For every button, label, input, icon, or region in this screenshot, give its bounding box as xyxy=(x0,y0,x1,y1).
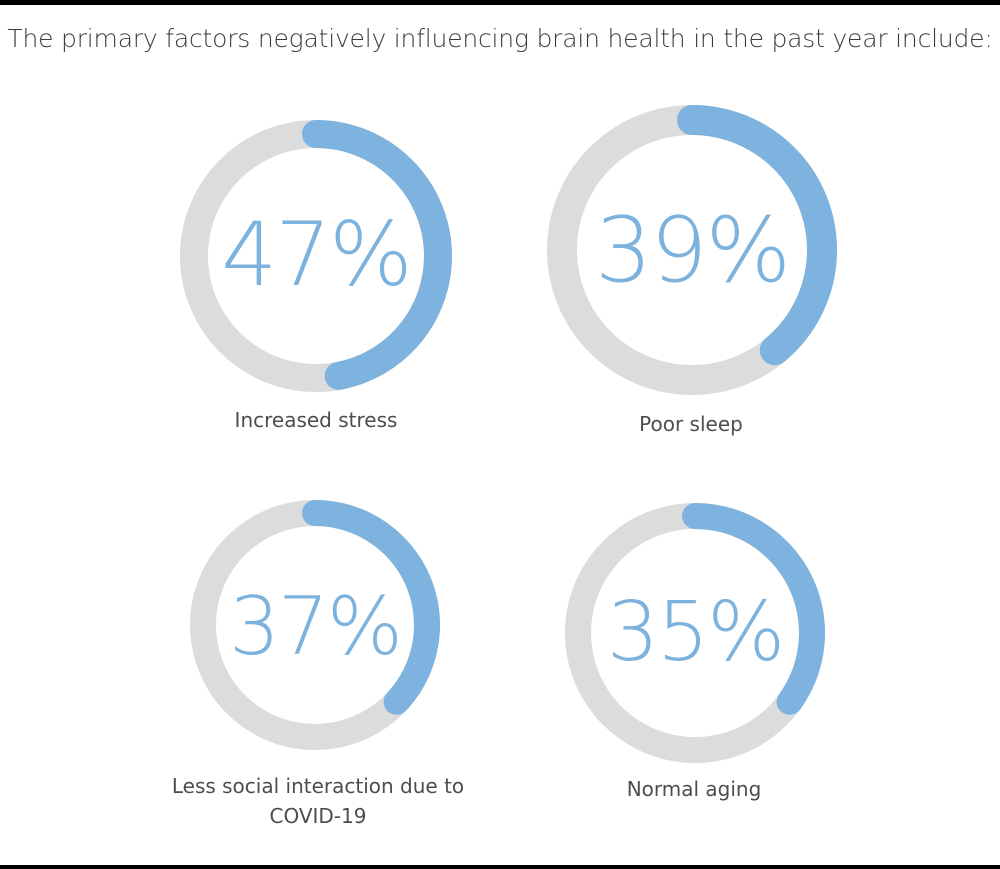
percent-value: 35% xyxy=(606,585,785,680)
ring-label: Normal aging xyxy=(626,777,762,801)
donut-gauge-icon xyxy=(565,503,825,763)
ring-normal-aging: 35% xyxy=(565,503,825,763)
donut-gauge-icon xyxy=(180,120,452,392)
percent-value: 39% xyxy=(594,198,791,303)
ring-label: Increased stress xyxy=(234,408,398,432)
bottom-border xyxy=(0,865,1000,869)
percent-value: 47% xyxy=(221,203,413,306)
percent-value: 37% xyxy=(229,580,403,673)
page-title: The primary factors negatively influenci… xyxy=(7,24,993,53)
ring-less-social-interaction: 37% xyxy=(190,500,440,750)
ring-label: Poor sleep xyxy=(639,412,743,436)
ring-increased-stress: 47% xyxy=(180,120,452,392)
donut-gauge-icon xyxy=(190,500,440,750)
top-border xyxy=(0,0,1000,5)
donut-gauge-icon xyxy=(547,105,837,395)
ring-poor-sleep: 39% xyxy=(547,105,837,395)
ring-label: Less social interaction due to COVID-19 xyxy=(171,774,465,828)
